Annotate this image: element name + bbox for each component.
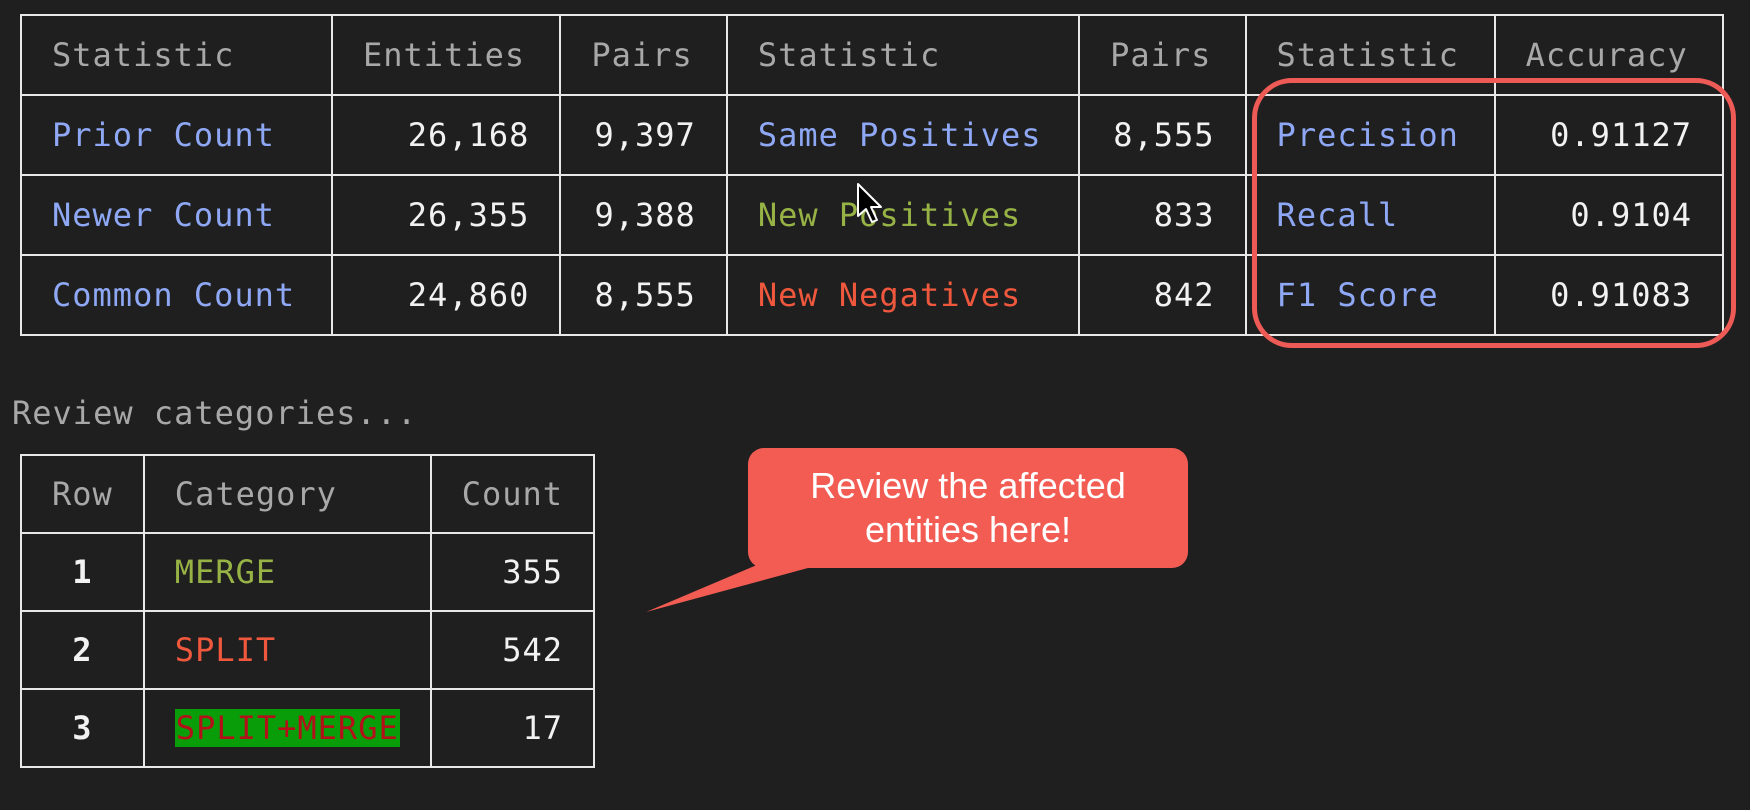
pairs-value: 8,555	[559, 254, 728, 336]
entities-value: 24,860	[330, 254, 562, 336]
table-row: Common Count 24,860 8,555 New Negatives …	[20, 254, 1725, 336]
row-number: 1	[20, 532, 145, 612]
accuracy-value: 0.91127	[1493, 94, 1725, 176]
table-row: Prior Count 26,168 9,397 Same Positives …	[20, 94, 1725, 176]
callout-text: Review the affected entities here!	[810, 465, 1126, 550]
category-count: 17	[429, 688, 596, 768]
row-number: 2	[20, 610, 145, 690]
statistics-table: Statistic Entities Pairs Statistic Pairs…	[20, 14, 1725, 336]
table-row: 3 SPLIT+MERGE 17	[20, 688, 596, 768]
accuracy-highlight-box	[1252, 78, 1736, 348]
category-name: MERGE	[142, 532, 432, 612]
category-count: 355	[429, 532, 596, 612]
mouse-pointer-icon	[857, 183, 882, 223]
header-pairs: Pairs	[559, 14, 728, 96]
pairs-value: 9,397	[559, 94, 728, 176]
pairs-value: 842	[1078, 254, 1247, 336]
stat-label: New Positives	[725, 174, 1081, 256]
header-category: Category	[142, 454, 432, 534]
pairs-value: 833	[1078, 174, 1247, 256]
categories-table: Row Category Count 1 MERGE 355 2 SPLIT 5…	[20, 454, 596, 768]
stats-header-row: Statistic Entities Pairs Statistic Pairs…	[20, 14, 1725, 96]
header-entities: Entities	[330, 14, 562, 96]
header-pairs: Pairs	[1078, 14, 1247, 96]
stat-label: Same Positives	[725, 94, 1081, 176]
header-count: Count	[429, 454, 596, 534]
table-row: Newer Count 26,355 9,388 New Positives 8…	[20, 174, 1725, 256]
annotation-callout: Review the affected entities here!	[748, 448, 1188, 568]
row-number: 3	[20, 688, 145, 768]
pairs-value: 9,388	[559, 174, 728, 256]
table-row: 2 SPLIT 542	[20, 610, 596, 690]
stat-label: New Negatives	[725, 254, 1081, 336]
callout-pointer	[646, 562, 830, 612]
accuracy-value: 0.9104	[1493, 174, 1725, 256]
category-name: SPLIT+MERGE	[174, 709, 400, 747]
stat-label: Newer Count	[20, 174, 333, 256]
stat-label: Prior Count	[20, 94, 333, 176]
review-categories-label: Review categories...	[12, 394, 418, 432]
header-row: Row	[20, 454, 145, 534]
categories-header-row: Row Category Count	[20, 454, 596, 534]
stat-label: Recall	[1244, 174, 1496, 256]
entities-value: 26,168	[330, 94, 562, 176]
stat-label: Common Count	[20, 254, 333, 336]
table-row: 1 MERGE 355	[20, 532, 596, 612]
header-statistic: Statistic	[725, 14, 1081, 96]
category-cell: SPLIT+MERGE	[142, 688, 432, 768]
category-name: SPLIT	[142, 610, 432, 690]
accuracy-value: 0.91083	[1493, 254, 1725, 336]
category-count: 542	[429, 610, 596, 690]
stat-label: F1 Score	[1244, 254, 1496, 336]
entities-value: 26,355	[330, 174, 562, 256]
pairs-value: 8,555	[1078, 94, 1247, 176]
header-statistic: Statistic	[20, 14, 333, 96]
